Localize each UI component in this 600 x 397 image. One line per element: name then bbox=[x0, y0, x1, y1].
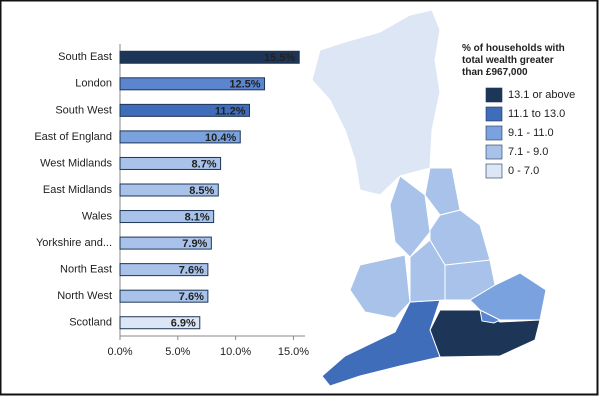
bar bbox=[119, 77, 266, 91]
bar-value-label: 8.5% bbox=[189, 185, 214, 197]
y-tick-label: Wales bbox=[82, 210, 113, 222]
map-region bbox=[311, 9, 441, 196]
legend-label: 13.1 or above bbox=[508, 89, 575, 101]
bar bbox=[119, 289, 209, 303]
y-tick-label: South East bbox=[58, 51, 112, 63]
x-tick-label: 0.0% bbox=[107, 346, 132, 358]
x-tick-label: 10.0% bbox=[220, 346, 251, 358]
bar-value-label: 8.1% bbox=[185, 211, 210, 223]
legend-label: 11.1 to 13.0 bbox=[508, 108, 565, 120]
legend-swatch bbox=[485, 87, 503, 103]
y-tick-label: North East bbox=[60, 264, 112, 276]
bar bbox=[119, 156, 222, 170]
bar-value-label: 15.5% bbox=[264, 52, 295, 64]
x-tick-label: 15.0% bbox=[278, 346, 309, 358]
legend-swatch bbox=[485, 106, 503, 122]
bar bbox=[119, 183, 219, 197]
bar bbox=[119, 50, 300, 64]
bar-value-label: 10.4% bbox=[205, 132, 236, 144]
map-region bbox=[469, 272, 547, 321]
map-region bbox=[349, 254, 411, 319]
legend-title: % of households with total wealth greater… bbox=[462, 43, 565, 78]
bar bbox=[119, 103, 250, 117]
map-region bbox=[389, 175, 431, 258]
legend-swatch bbox=[485, 144, 503, 160]
legend-label: 9.1 - 11.0 bbox=[508, 127, 554, 139]
bar-value-label: 6.9% bbox=[171, 318, 196, 330]
y-tick-label: London bbox=[75, 78, 112, 90]
legend-swatch bbox=[485, 125, 503, 141]
bar-value-label: 11.2% bbox=[215, 105, 246, 117]
y-tick-label: East of England bbox=[34, 131, 112, 143]
y-tick-label: West Midlands bbox=[40, 157, 112, 169]
y-tick-label: East Midlands bbox=[43, 184, 113, 196]
bar bbox=[119, 210, 215, 224]
bar-value-label: 12.5% bbox=[229, 79, 260, 91]
bar bbox=[119, 263, 209, 277]
bar-value-label: 7.6% bbox=[179, 265, 204, 277]
bar bbox=[119, 130, 241, 144]
legend-label: 7.1 - 9.0 bbox=[508, 146, 548, 158]
x-tick-label: 5.0% bbox=[165, 346, 190, 358]
map-region bbox=[424, 167, 461, 216]
y-tick-label: Scotland bbox=[69, 317, 112, 329]
y-tick-label: North West bbox=[57, 290, 112, 302]
y-tick-label: Yorkshire and... bbox=[36, 237, 112, 249]
legend-swatch bbox=[485, 163, 503, 179]
bar-value-label: 8.7% bbox=[192, 158, 217, 170]
y-tick-label: South West bbox=[55, 104, 112, 116]
bar bbox=[119, 236, 212, 250]
bar-value-label: 7.9% bbox=[182, 238, 207, 250]
bar bbox=[119, 316, 201, 330]
legend-label: 0 - 7.0 bbox=[508, 165, 539, 177]
bar-value-label: 7.6% bbox=[179, 291, 204, 303]
